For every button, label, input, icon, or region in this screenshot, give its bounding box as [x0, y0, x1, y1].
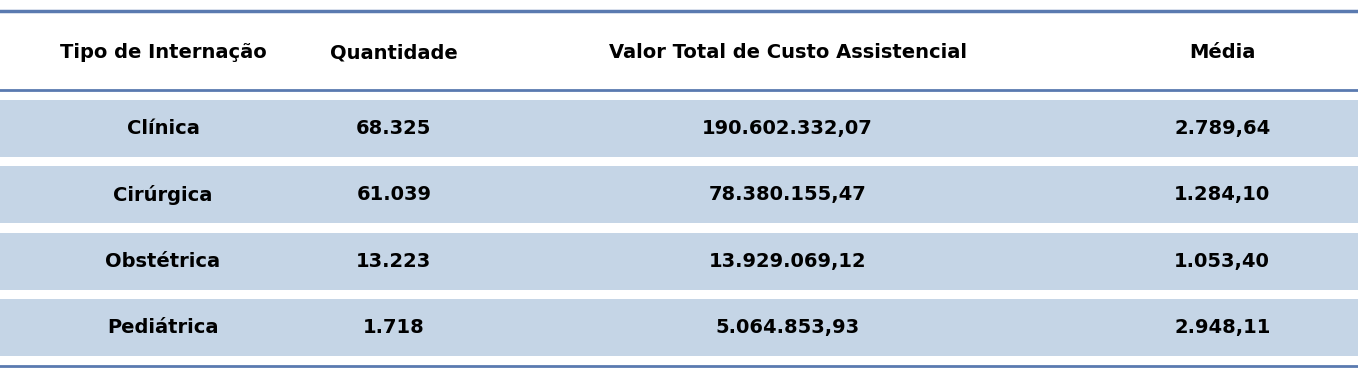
Text: Quantidade: Quantidade	[330, 43, 458, 62]
Text: 1.718: 1.718	[363, 318, 425, 337]
Text: 5.064.853,93: 5.064.853,93	[716, 318, 860, 337]
Text: Clínica: Clínica	[126, 119, 200, 138]
Text: 13.929.069,12: 13.929.069,12	[709, 252, 866, 271]
Bar	[0, 100, 1358, 157]
Text: Valor Total de Custo Assistencial: Valor Total de Custo Assistencial	[608, 43, 967, 62]
Text: 2.948,11: 2.948,11	[1175, 318, 1270, 337]
Text: Obstétrica: Obstétrica	[106, 252, 220, 271]
Text: 68.325: 68.325	[356, 119, 432, 138]
Bar	[0, 233, 1358, 290]
Text: 78.380.155,47: 78.380.155,47	[709, 185, 866, 204]
Text: 1.284,10: 1.284,10	[1175, 185, 1270, 204]
Bar	[0, 166, 1358, 223]
Text: Média: Média	[1190, 43, 1255, 62]
Text: 13.223: 13.223	[356, 252, 432, 271]
Text: Tipo de Internação: Tipo de Internação	[60, 43, 266, 62]
Bar	[0, 299, 1358, 356]
Text: Pediátrica: Pediátrica	[107, 318, 219, 337]
Text: Cirúrgica: Cirúrgica	[113, 185, 213, 205]
Text: 1.053,40: 1.053,40	[1175, 252, 1270, 271]
Text: 190.602.332,07: 190.602.332,07	[702, 119, 873, 138]
Text: 61.039: 61.039	[356, 185, 432, 204]
Text: 2.789,64: 2.789,64	[1175, 119, 1270, 138]
